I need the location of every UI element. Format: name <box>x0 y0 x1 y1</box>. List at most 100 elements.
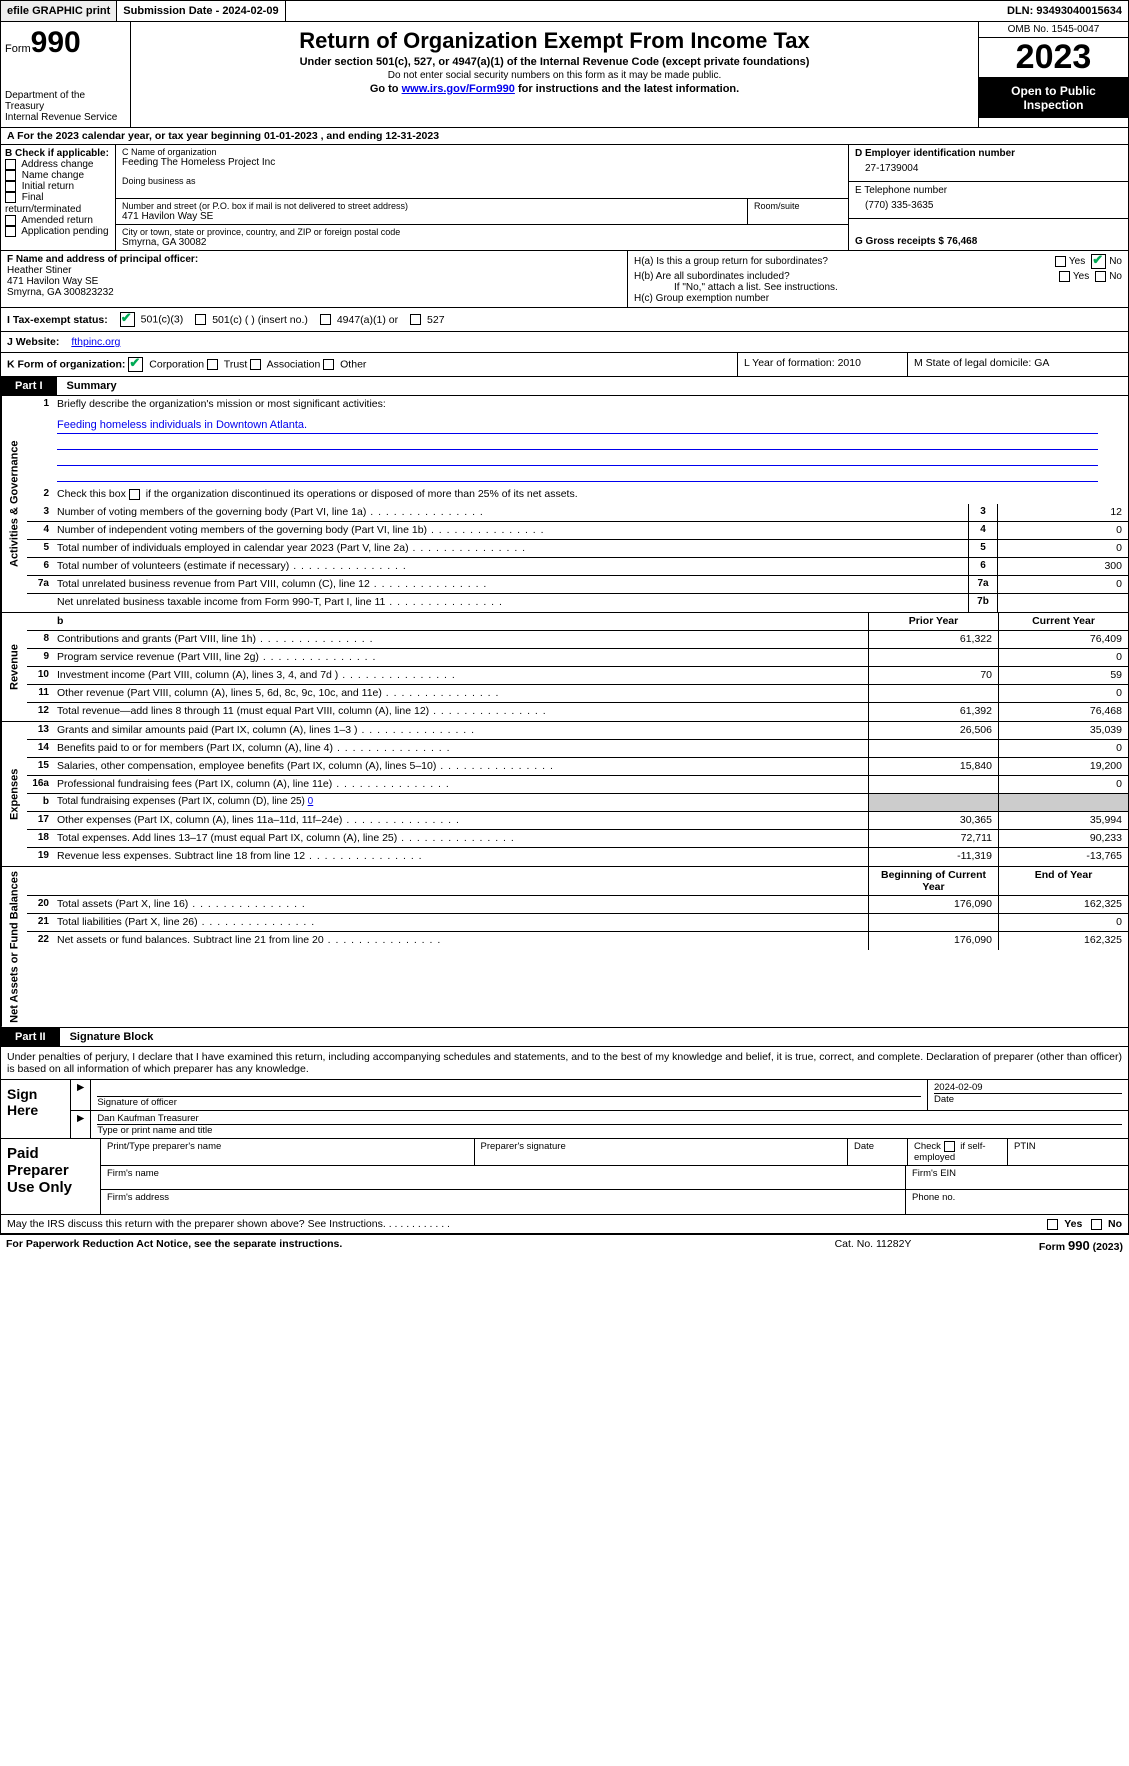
summary-line: Net unrelated business taxable income fr… <box>27 594 1128 612</box>
prep-self-emp: Check if self-employed <box>908 1139 1008 1165</box>
corp-checkbox[interactable] <box>128 357 143 372</box>
sign-here-block: Sign Here ▶ Signature of officer 2024-02… <box>0 1080 1129 1139</box>
summary-line: 14Benefits paid to or for members (Part … <box>27 740 1128 758</box>
may-yes-checkbox[interactable] <box>1047 1219 1058 1230</box>
section-b-checkbox[interactable] <box>5 226 16 237</box>
may-discuss-text: May the IRS discuss this return with the… <box>7 1218 1047 1230</box>
section-i: I Tax-exempt status: 501(c)(3) 501(c) ( … <box>0 308 1129 332</box>
section-b-checkbox[interactable] <box>5 215 16 226</box>
year-formation: L Year of formation: 2010 <box>738 353 908 376</box>
sign-here-label: Sign Here <box>1 1080 71 1138</box>
summary-revenue: Revenue b Prior Year Current Year 8Contr… <box>0 613 1129 722</box>
street-address: 471 Havilon Way SE <box>122 211 741 222</box>
form-title: Return of Organization Exempt From Incom… <box>139 28 970 54</box>
sign-arrow2-icon: ▶ <box>71 1111 91 1138</box>
self-emp-checkbox[interactable] <box>944 1141 955 1152</box>
omb-number: OMB No. 1545-0047 <box>979 22 1128 38</box>
firm-name-label: Firm's name <box>101 1166 906 1189</box>
may-discuss-row: May the IRS discuss this return with the… <box>0 1215 1129 1234</box>
summary-line: 4Number of independent voting members of… <box>27 522 1128 540</box>
page-footer: For Paperwork Reduction Act Notice, see … <box>0 1234 1129 1256</box>
q2-checkbox[interactable] <box>129 489 140 500</box>
part2-header: Part II Signature Block <box>0 1028 1129 1047</box>
section-klm: K Form of organization: Corporation Trus… <box>0 353 1129 377</box>
ha-no-checkbox[interactable] <box>1091 254 1106 269</box>
section-k: K Form of organization: Corporation Trus… <box>1 353 738 376</box>
section-b-checkbox[interactable] <box>5 181 16 192</box>
assoc-checkbox[interactable] <box>250 359 261 370</box>
beg-year-header: Beginning of Current Year <box>868 867 998 895</box>
addr-label: Number and street (or P.O. box if mail i… <box>122 201 741 211</box>
header-sub1: Under section 501(c), 527, or 4947(a)(1)… <box>139 56 970 68</box>
vtab-net-assets: Net Assets or Fund Balances <box>1 867 27 1027</box>
summary-line: 3Number of voting members of the governi… <box>27 504 1128 522</box>
summary-line: 15Salaries, other compensation, employee… <box>27 758 1128 776</box>
ptin-label: PTIN <box>1008 1139 1128 1165</box>
header-sub2: Do not enter social security numbers on … <box>139 70 970 81</box>
501c-checkbox[interactable] <box>195 314 206 325</box>
header-sub3: Go to www.irs.gov/Form990 for instructio… <box>139 83 970 95</box>
type-name-label: Type or print name and title <box>97 1124 1122 1136</box>
tax-year: 2023 <box>979 38 1128 78</box>
sign-date-value: 2024-02-09 <box>934 1082 1122 1093</box>
gross-receipts: G Gross receipts $ 76,468 <box>855 236 977 247</box>
hb-label: H(b) Are all subordinates included? <box>634 271 1059 282</box>
officer-addr1: 471 Havilon Way SE <box>7 276 621 287</box>
section-j: J Website: fthpinc.org <box>0 332 1129 353</box>
trust-checkbox[interactable] <box>207 359 218 370</box>
ha-label: H(a) Is this a group return for subordin… <box>634 256 1055 267</box>
header-center: Return of Organization Exempt From Incom… <box>131 22 978 127</box>
officer-name: Heather Stiner <box>7 265 621 276</box>
form-number: 990 <box>31 26 81 59</box>
tax-exempt-label: I Tax-exempt status: <box>7 314 108 326</box>
section-b-checkbox[interactable] <box>5 192 16 203</box>
ha-yes-checkbox[interactable] <box>1055 256 1066 267</box>
section-deg: D Employer identification number 27-1739… <box>848 145 1128 250</box>
section-b-checkbox[interactable] <box>5 159 16 170</box>
summary-line: 6Total number of volunteers (estimate if… <box>27 558 1128 576</box>
section-f: F Name and address of principal officer:… <box>1 251 628 307</box>
dln-label: DLN: 93493040015634 <box>1001 1 1128 21</box>
tel-value: (770) 335-3635 <box>855 196 1122 215</box>
section-b-option: Name change <box>5 170 111 181</box>
summary-line: 12Total revenue—add lines 8 through 11 (… <box>27 703 1128 721</box>
dba-label: Doing business as <box>122 176 842 186</box>
room-label: Room/suite <box>754 201 842 211</box>
section-b-checkbox[interactable] <box>5 170 16 181</box>
may-no-checkbox[interactable] <box>1091 1219 1102 1230</box>
527-checkbox[interactable] <box>410 314 421 325</box>
summary-line: 11Other revenue (Part VIII, column (A), … <box>27 685 1128 703</box>
dept-treasury: Department of the Treasury <box>5 90 126 112</box>
section-b-option: Amended return <box>5 215 111 226</box>
4947-checkbox[interactable] <box>320 314 331 325</box>
signature-declaration: Under penalties of perjury, I declare th… <box>0 1047 1129 1080</box>
paid-preparer-block: Paid Preparer Use Only Print/Type prepar… <box>0 1139 1129 1215</box>
summary-expenses: Expenses 13Grants and similar amounts pa… <box>0 722 1129 867</box>
other-checkbox[interactable] <box>323 359 334 370</box>
summary-line: 16aProfessional fundraising fees (Part I… <box>27 776 1128 794</box>
prep-name-label: Print/Type preparer's name <box>101 1139 475 1165</box>
website-label: J Website: <box>7 336 59 348</box>
summary-line: 18Total expenses. Add lines 13–17 (must … <box>27 830 1128 848</box>
irs-link[interactable]: www.irs.gov/Form990 <box>402 83 515 95</box>
efile-print-button[interactable]: efile GRAPHIC print <box>1 1 117 21</box>
mission-text: Feeding homeless individuals in Downtown… <box>57 418 1098 434</box>
summary-line: 20Total assets (Part X, line 16)176,0901… <box>27 896 1128 914</box>
summary-line: 21Total liabilities (Part X, line 26)0 <box>27 914 1128 932</box>
part1-title: Summary <box>57 377 127 395</box>
hb-no-checkbox[interactable] <box>1095 271 1106 282</box>
hb-yes-checkbox[interactable] <box>1059 271 1070 282</box>
officer-addr2: Smyrna, GA 300823232 <box>7 287 621 298</box>
firm-addr-label: Firm's address <box>101 1190 906 1214</box>
mission-blank2 <box>57 450 1098 466</box>
501c3-checkbox[interactable] <box>120 312 135 327</box>
form-prefix: Form <box>5 43 31 55</box>
summary-governance: Activities & Governance 1 Briefly descri… <box>0 396 1129 613</box>
submission-date: Submission Date - 2024-02-09 <box>117 1 285 21</box>
summary-line: 13Grants and similar amounts paid (Part … <box>27 722 1128 740</box>
officer-print-name: Dan Kaufman Treasurer <box>97 1113 1122 1124</box>
city-label: City or town, state or province, country… <box>122 227 842 237</box>
q1-label: Briefly describe the organization's miss… <box>53 396 1128 414</box>
website-link[interactable]: fthpinc.org <box>71 336 120 348</box>
part1-header: Part I Summary <box>0 377 1129 396</box>
